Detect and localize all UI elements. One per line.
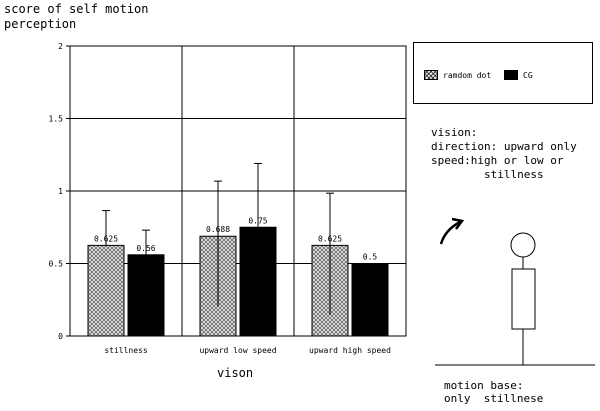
y-tick-label: 2: [58, 42, 63, 51]
data-label: 0.625: [94, 234, 118, 243]
y-tick-label: 1: [58, 187, 63, 196]
bar: [239, 226, 277, 337]
data-label: 0.5: [363, 253, 378, 262]
vision-annotation: vision: direction: upward only speed:hig…: [431, 126, 577, 181]
legend-label-ramdom-dot: ramdom dot: [443, 71, 492, 80]
error-bars: [102, 162, 334, 315]
x-tick-labels: stillness upward low speed upward high spe…: [104, 346, 391, 355]
y-axis-title: score of self motion perception: [4, 2, 149, 31]
y-tick-label: 0.5: [49, 260, 64, 269]
y-tick-label: 1.5: [49, 115, 64, 124]
y-tick-label: 0: [58, 332, 63, 341]
bar: [127, 254, 165, 337]
legend-swatch-cg: [504, 70, 518, 80]
data-labels: 0.625 0.56 0.688 0.75 0.625 0.5: [94, 216, 377, 261]
y-tick-labels: 0 0.5 1 1.5 2: [49, 42, 64, 341]
bar: [351, 263, 389, 337]
data-label: 0.688: [206, 225, 230, 234]
person-figure-icon: [510, 232, 536, 365]
data-label: 0.625: [318, 234, 342, 243]
grid-layer: [66, 45, 407, 337]
x-axis-title: vison: [217, 366, 254, 380]
x-tick-label: stillness: [104, 346, 148, 355]
motion-base-annotation: motion base: only stillnese: [444, 379, 544, 405]
upward-arrow-icon: [439, 217, 465, 245]
x-tick-label: upward high speed: [309, 346, 391, 355]
bar: [87, 244, 125, 337]
legend: ramdom dot CG: [413, 42, 593, 104]
data-label: 0.75: [248, 216, 267, 225]
x-tick-label: upward low speed: [199, 346, 276, 355]
bars: [87, 226, 389, 337]
data-label: 0.56: [136, 244, 155, 253]
legend-swatch-ramdom-dot: [424, 70, 438, 80]
legend-label-cg: CG: [523, 71, 533, 80]
